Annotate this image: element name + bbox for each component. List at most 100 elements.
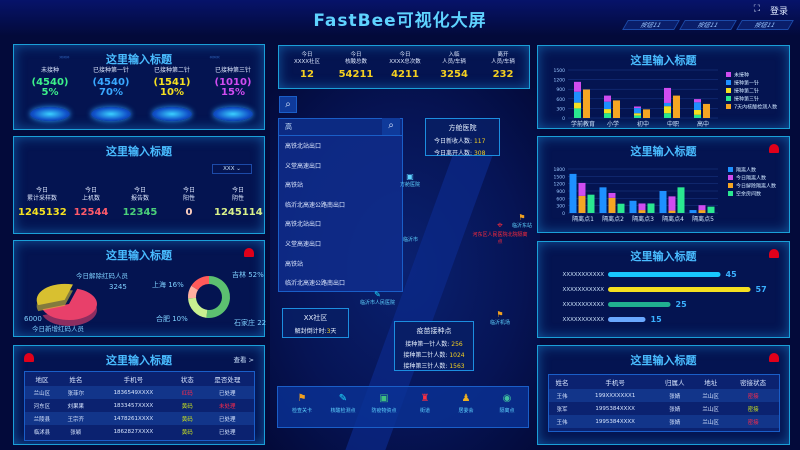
column-header: 归属人 [665,379,685,387]
bar [583,89,590,118]
legend-swatch [728,167,733,172]
y-tick-label: 600 [556,97,565,103]
popup-row: 接种第一针人数: 256 [395,339,473,348]
pie-slice [42,288,97,320]
hospital-marker[interactable]: ▣ 方舱医院 [400,172,420,188]
toolbar-item[interactable]: ✎ 核酸检测点 [323,393,363,414]
toolbar-item[interactable]: ◉ 隔离点 [487,393,527,414]
bar [664,106,671,114]
login-button[interactable]: 登录 [769,7,788,17]
x-tick-label: 高中 [697,120,709,128]
station-marker[interactable]: ⚑ 临沂东站 [512,213,532,229]
vaccine-label: 已接种第一针 [92,67,129,74]
chevron-decoration: ››››››› [59,54,70,61]
people-hospital-marker[interactable]: ✎ 临沂市人民医院 [360,290,395,306]
bar [604,101,611,110]
table-row[interactable]: 兰山区 张菲尔 1836549XXXX 红码 已处理 [25,386,254,399]
panel-title: 这里输入标题 [106,145,172,158]
alarm-icon [769,144,779,153]
legend-swatch [728,175,733,180]
table-cell: 已处理 [200,386,254,399]
sampling-select[interactable]: XXX ⌄ [212,164,252,174]
bar [587,194,595,213]
flag-icon: ⚑ [518,213,526,222]
fullscreen-icon[interactable]: ⛶ [753,4,760,14]
redcode-panel: 这里输入标题 6000 今日新增红码人员 3245 今日解除红码人员 吉林 52% 石家庄… [13,240,266,337]
stat-label: 离开 [497,52,509,58]
search-input[interactable]: 高 [278,118,403,136]
legend-swatch [726,96,731,101]
bar-category-label: XXXXXXXXXXX [563,317,605,323]
y-tick-label: 1200 [554,182,566,188]
stat-label: 报告数 [130,195,149,202]
legend-swatch [726,80,731,85]
table-row[interactable]: 王伟 199XXXXXXX1 张婧 兰山区 密接 [549,389,779,402]
x-tick-label: 隔离点5 [692,215,714,223]
toolbar-item[interactable]: ⚑ 检查关卡 [282,393,322,414]
bar [689,210,697,213]
flag-icon: ⚑ [297,393,307,404]
stat-value: 1245114 [214,207,263,218]
stat-value: 3254 [440,69,468,80]
map-layer-toolbar: ⚑ 检查关卡 ✎ 核酸检测点 ▣ 防疫物资点 ♜ 街道 ♟ 居委会 ◉ 隔离点 [277,386,529,428]
donut-label: 石家庄 22% [234,318,266,327]
popup-value: 3 [326,328,331,335]
table-cell: 密接 [727,389,779,402]
panel-title: 这里输入标题 [630,250,697,263]
search-button[interactable]: ⌕ [382,118,400,135]
table-row[interactable]: 河东区 刘果果 1833457XXXX 黄码 未处理 [25,399,254,412]
search-result-item[interactable]: 临沂北高速公路南出口 [285,201,346,209]
stat-label: 人员/车辆 [491,59,515,65]
search-result-item[interactable]: 义堂高速出口 [285,240,322,248]
header-button-3[interactable]: 按钮11 [736,20,794,30]
vaccine-stat: 已接种第二针 (1541) 10% [144,67,200,121]
alarm-icon [244,248,254,257]
isolation-icon: ◉ [502,393,512,404]
street-icon: ♜ [420,393,430,404]
table-row[interactable]: 张军 1995384XXXX 张婧 兰山区 密接 [549,402,779,415]
table-row[interactable]: 临沭县 张颖 1862827XXXX 黄码 已处理 [25,425,254,438]
search-result-item[interactable]: 高铁北站出口 [285,143,322,150]
table-cell: 1995384XXXX [574,415,656,428]
panel-title: 这里输入标题 [106,53,172,66]
search-result-item[interactable]: 义堂高速出口 [285,162,322,170]
bar [638,203,646,211]
pie-value-label: 3245 [109,283,127,291]
search-result-item[interactable]: 高铁北站出口 [285,221,322,229]
search-result-item[interactable]: 高铁站 [285,182,304,190]
toolbar-item[interactable]: ♜ 街道 [405,393,445,414]
x-tick-label: 隔离点3 [632,215,654,223]
stat-label: 今日 [182,187,195,194]
supplies-icon: ▣ [379,393,389,404]
header-button-1[interactable]: 按钮11 [622,20,680,30]
legend-swatch [726,72,731,77]
search-result-item[interactable]: 临沂北高速公路南出口 [285,280,346,288]
search-result-item[interactable]: 高铁站 [285,260,304,268]
toolbar-label: 核酸检测点 [330,408,356,414]
bar [574,102,581,109]
table-cell: 兰山区 [25,386,59,399]
table-row[interactable]: 王伟 1995384XXXX 张婧 兰山区 密接 [549,415,779,428]
location-pin-icon: ⌖ [497,220,503,231]
header-button-2[interactable]: 按钮11 [679,20,737,30]
toolbar-item[interactable]: ♟ 居委会 [446,393,486,414]
airport-marker[interactable]: ⚑ 临沂机场 [490,310,510,326]
bar-category-label: XXXXXXXXXXX [563,287,605,293]
bar [608,302,671,307]
city-label: 临沂市 [403,237,419,243]
isolation-marker[interactable]: ⌖ 河东区人民医院北院隔离点 [472,220,528,245]
marker-label: 方舱医院 [400,182,421,188]
x-tick-label: 小学 [607,120,619,128]
search-toggle-button[interactable]: ⌕ [279,96,297,113]
donut-slice [188,297,208,318]
bar [677,187,685,213]
table-cell: 1478261XXXX [92,412,174,425]
view-more-link[interactable]: 查看 > [233,356,254,364]
column-header: 姓名 [555,379,569,387]
bar [604,113,611,118]
table-cell: 兰山区 [694,389,728,402]
toolbar-item[interactable]: ▣ 防疫物资点 [364,393,404,414]
table-row[interactable]: 兰陵县 王宗齐 1478261XXXX 黄码 已处理 [25,412,254,425]
stat-value: 12 [300,69,314,80]
bar-value-label: 45 [726,270,738,279]
